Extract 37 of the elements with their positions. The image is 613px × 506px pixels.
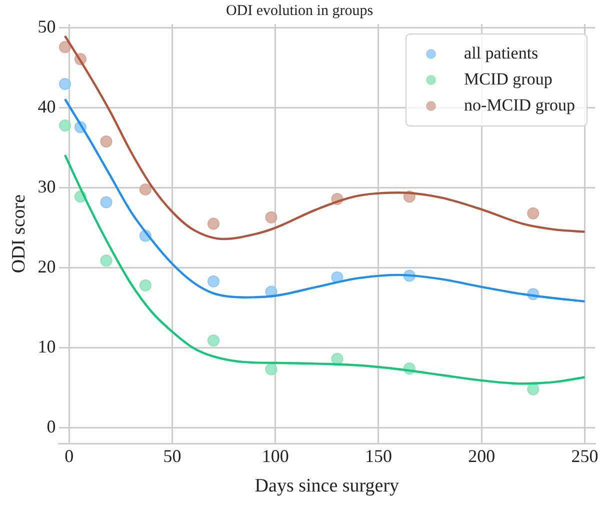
line-series: [64, 34, 586, 240]
y-tick-label: 30: [38, 176, 56, 197]
y-tick-label: 10: [38, 336, 56, 356]
point: [139, 183, 152, 196]
x-tick-label: 50: [163, 446, 182, 466]
point: [58, 120, 71, 132]
y-tick-label: 40: [38, 96, 56, 117]
x-tick-label: 250: [571, 446, 598, 466]
chart-title: ODI evolution in groups: [226, 2, 374, 19]
point: [265, 363, 278, 376]
point: [100, 135, 112, 148]
point: [100, 196, 112, 208]
legend-label: no-MCID group: [464, 95, 576, 114]
line-series: [64, 98, 586, 302]
point: [207, 275, 220, 288]
point: [139, 279, 152, 292]
x-axis-title: Days since surgery: [254, 476, 400, 497]
x-tick-label: 0: [64, 446, 74, 466]
y-axis-title: ODI score: [8, 194, 30, 274]
point: [527, 207, 540, 220]
point: [58, 78, 71, 90]
point: [207, 218, 220, 230]
y-tick-label: 50: [38, 16, 56, 37]
line-series: [64, 154, 586, 385]
point: [207, 334, 220, 346]
legend-label: all patients: [464, 43, 538, 62]
point: [527, 383, 540, 396]
x-tick-label: 100: [262, 446, 289, 466]
x-tick-label: 200: [468, 446, 496, 466]
point: [331, 352, 344, 365]
y-tick-label: 0: [46, 416, 56, 436]
point: [58, 41, 71, 54]
point: [265, 211, 278, 224]
y-tick-label: 20: [38, 256, 56, 276]
x-tick-label: 150: [364, 446, 392, 466]
legend-label: MCID group: [464, 69, 552, 88]
point: [100, 254, 112, 267]
